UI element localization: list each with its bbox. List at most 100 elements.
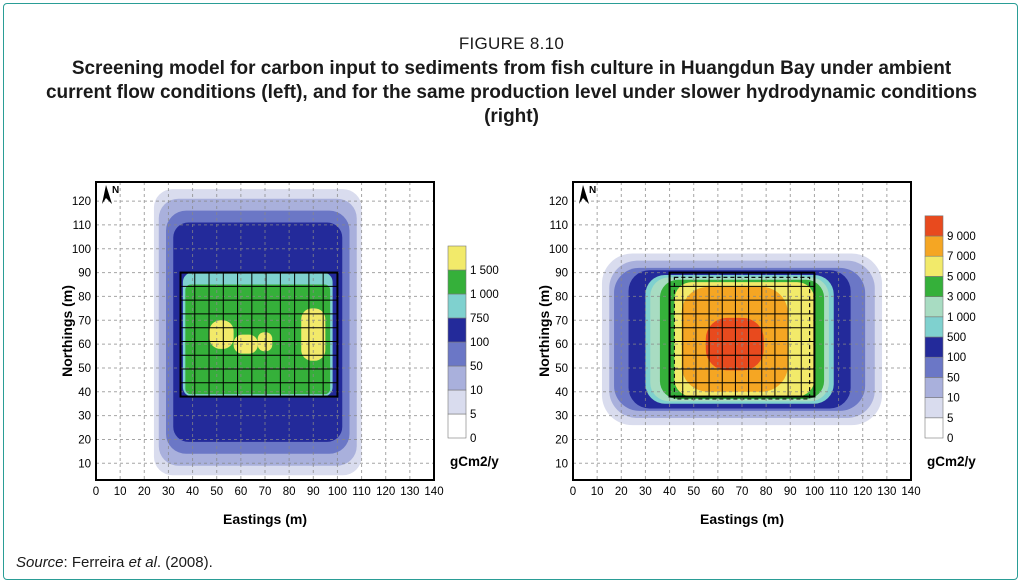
legend-unit: gCm2/y (450, 454, 499, 469)
x-tick-label: 20 (615, 486, 628, 498)
legend-label: 3 000 (947, 292, 976, 304)
x-tick-label: 60 (234, 486, 247, 498)
x-tick-label: 20 (138, 486, 151, 498)
legend-swatch (924, 377, 944, 398)
x-tick-label: 130 (877, 486, 896, 498)
legend-label: 1 000 (470, 289, 499, 301)
x-tick-label: 130 (400, 486, 419, 498)
source-note: Source: Ferreira et al. (2008). (16, 554, 213, 571)
legend-swatch (924, 296, 944, 318)
x-tick-label: 90 (784, 486, 797, 498)
x-tick-label: 140 (424, 486, 443, 498)
figure-frame (3, 3, 1018, 580)
legend-swatch (924, 336, 944, 358)
legend-swatch (447, 245, 467, 271)
x-tick-label: 30 (162, 486, 175, 498)
legend-label: 10 (947, 393, 960, 405)
x-tick-label: 120 (853, 486, 872, 498)
x-tick-label: 50 (210, 486, 223, 498)
x-tick-label: 40 (663, 486, 676, 498)
y-tick-label: 110 (550, 220, 568, 232)
x-tick-label: 50 (687, 486, 700, 498)
x-tick-label: 10 (114, 486, 127, 498)
source-etal: et al (128, 554, 157, 571)
legend-swatch (924, 356, 944, 378)
figure-label: FIGURE 8.10 (458, 34, 565, 53)
y-tick-label: 70 (78, 315, 91, 327)
x-tick-label: 80 (283, 486, 296, 498)
chart-right: N0 10 20 30 40 50 60 70 80 90 100 110 120 130 14010203… (536, 181, 976, 527)
legend-unit: gCm2/y (927, 454, 976, 469)
x-tick-label: 70 (736, 486, 749, 498)
y-tick-label: 90 (78, 268, 91, 280)
legend-swatch (924, 255, 944, 277)
legend-swatch (447, 413, 467, 439)
y-tick-label: 30 (555, 411, 568, 423)
north-arrow-icon: N (102, 185, 119, 204)
source-year: . (2008). (156, 554, 213, 571)
legend-swatch (924, 397, 944, 419)
legend-swatch (447, 317, 467, 343)
x-tick-label: 90 (307, 486, 320, 498)
north-arrow-label: N (112, 185, 119, 196)
legend-swatch (447, 293, 467, 319)
grid-lines (573, 182, 911, 480)
y-tick-label: 20 (78, 434, 91, 446)
y-tick-label: 90 (555, 268, 568, 280)
y-tick-label: 50 (78, 363, 91, 375)
x-tick-label: 110 (829, 486, 847, 498)
plot-frame (95, 181, 435, 481)
figure-title: Screening model for carbon input to sedi… (45, 58, 978, 127)
x-axis-label: Eastings (m) (700, 511, 784, 527)
legend-swatch (924, 417, 944, 439)
chart-left: N0 10 20 30 40 50 60 70 80 90 100 110 120 130 14010203… (59, 181, 499, 527)
x-tick-label: 60 (711, 486, 724, 498)
y-tick-label: 10 (555, 458, 568, 470)
legend-label: 9 000 (947, 231, 976, 243)
legend-label: 0 (947, 433, 953, 445)
legend-label: 10 (470, 385, 483, 397)
legend-swatch (447, 365, 467, 391)
y-tick-label: 80 (78, 291, 91, 303)
y-tick-label: 20 (555, 434, 568, 446)
legend: 0 5 10 50 100 500 1 000 3 000 5 000 7 000 9 000 gCm… (924, 215, 976, 469)
north-arrow-label: N (589, 185, 596, 196)
farm-area-outline (668, 271, 816, 398)
legend-label: 1 500 (470, 265, 499, 277)
legend-swatch (447, 341, 467, 367)
y-axis-label: Northings (m) (59, 285, 75, 377)
y-tick-label: 10 (78, 458, 91, 470)
legend-label: 5 (470, 409, 476, 421)
farm-area-group (179, 271, 339, 398)
legend-label: 50 (947, 372, 960, 384)
legend: 0 5 10 50 100 750 1 000 1 500 gCm2/y (447, 245, 499, 469)
x-tick-label: 10 (591, 486, 604, 498)
source-author: Ferreira (71, 554, 129, 571)
legend-label: 5 000 (947, 271, 976, 283)
legend-label: 750 (470, 313, 489, 325)
x-tick-label: 120 (376, 486, 395, 498)
x-tick-label: 0 (570, 486, 576, 498)
legend-label: 1 000 (947, 312, 976, 324)
y-tick-label: 70 (555, 315, 568, 327)
legend-label: 500 (947, 332, 966, 344)
farm-area-outline (179, 271, 339, 398)
source-label: Source (16, 554, 64, 571)
x-tick-label: 30 (639, 486, 652, 498)
y-tick-label: 60 (78, 339, 91, 351)
x-tick-label: 80 (760, 486, 773, 498)
contour-fill-group (153, 189, 362, 476)
legend-label: 7 000 (947, 251, 976, 263)
plot-frame (572, 181, 912, 481)
legend-swatch (924, 316, 944, 338)
x-tick-label: 110 (352, 486, 370, 498)
y-tick-label: 80 (555, 291, 568, 303)
y-tick-label: 100 (549, 244, 568, 256)
x-tick-label: 70 (259, 486, 272, 498)
y-axis-label: Northings (m) (536, 285, 552, 377)
x-axis-label: Eastings (m) (223, 511, 307, 527)
x-tick-label: 0 (93, 486, 99, 498)
north-arrow-shape (102, 185, 112, 204)
legend-swatch (924, 276, 944, 297)
y-tick-label: 40 (78, 387, 91, 399)
